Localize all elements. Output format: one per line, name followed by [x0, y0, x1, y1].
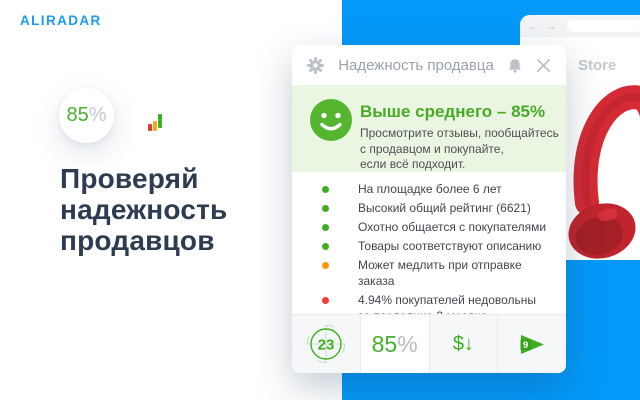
- popup-header: Надежность продавца: [292, 45, 566, 85]
- bell-icon[interactable]: [508, 58, 522, 73]
- status-dot-green: [322, 185, 329, 193]
- aliradar-popup: Надежность продавца Выше среднего –: [292, 45, 566, 373]
- banner-text-line-3: если всё подходит.: [360, 157, 466, 171]
- banner-text-line-2: с продавцом и покупайте,: [360, 141, 504, 156]
- banner-text: Просмотрите отзывы, пообщайтесь с продав…: [360, 126, 559, 173]
- list-item: Товары соответствуют описанию: [292, 238, 566, 254]
- banner-text-line-1: Просмотрите отзывы, пообщайтесь: [360, 126, 559, 140]
- list-item-text: Высокий общий рейтинг (6621): [358, 201, 531, 215]
- browser-toolbar: ← →: [520, 15, 640, 37]
- radar-icon: 23: [306, 324, 345, 364]
- list-item: Высокий общий рейтинг (6621): [292, 200, 566, 216]
- popup-title: Надежность продавца: [338, 56, 494, 74]
- status-dot-orange: [322, 261, 329, 269]
- score-percent-sign: %: [88, 104, 107, 126]
- list-item: Охотно общается с покупателями: [292, 219, 566, 235]
- settings-gear-icon[interactable]: [307, 56, 324, 74]
- banner-title: Выше среднего – 85%: [360, 102, 546, 121]
- list-item-text: На площадке более 6 лет: [358, 182, 502, 196]
- list-item-text: Может медлить при отправке заказа: [358, 258, 522, 288]
- list-item-text: Товары соответствуют описанию: [358, 239, 542, 253]
- back-icon[interactable]: ←: [528, 19, 540, 33]
- headline-line-2: надежность: [60, 194, 228, 225]
- svg-text:9: 9: [523, 340, 528, 351]
- forward-icon[interactable]: →: [545, 19, 557, 33]
- score-value: 85: [66, 104, 89, 126]
- bar-chart-icon: [148, 113, 166, 132]
- headline-line-3: продавцов: [60, 225, 215, 256]
- tab-rating-value: 85: [371, 330, 398, 357]
- score-circle: 85 %: [59, 88, 114, 143]
- tab-price-drop[interactable]: $↓: [428, 315, 498, 373]
- status-dot-green: [322, 223, 329, 231]
- tab-radar[interactable]: 23: [292, 315, 360, 373]
- play-badge-icon: 9: [520, 334, 544, 354]
- price-down-icon: $↓: [452, 332, 474, 355]
- list-item: На площадке более 6 лет: [292, 181, 566, 197]
- tab-deals[interactable]: 9: [497, 315, 566, 373]
- status-dot-green: [322, 204, 329, 212]
- smiley-icon: [310, 99, 352, 141]
- close-icon[interactable]: [536, 58, 551, 73]
- status-dot-green: [322, 242, 329, 250]
- address-bar[interactable]: [567, 20, 640, 32]
- list-item-text: Охотно общается с покупателями: [358, 220, 547, 234]
- store-title: Store: [578, 57, 617, 74]
- tab-rating[interactable]: 85 %: [359, 315, 429, 373]
- svg-text:23: 23: [318, 337, 335, 354]
- product-image-headphones: [568, 85, 640, 259]
- status-dot-red: [322, 296, 329, 304]
- tab-rating-percent-sign: %: [397, 330, 418, 357]
- popup-tabbar: 23 85 % $↓ 9: [292, 314, 566, 373]
- headline-line-1: Проверяй: [60, 163, 199, 194]
- feature-list: На площадке более 6 лет Высокий общий ре…: [292, 172, 566, 324]
- headline: Проверяй надежность продавцов: [60, 163, 227, 256]
- rating-banner: Выше среднего – 85% Просмотрите отзывы, …: [292, 85, 566, 172]
- brand-logo: ALIRADAR: [20, 13, 102, 28]
- list-item: Может медлить при отправке заказа: [292, 257, 566, 289]
